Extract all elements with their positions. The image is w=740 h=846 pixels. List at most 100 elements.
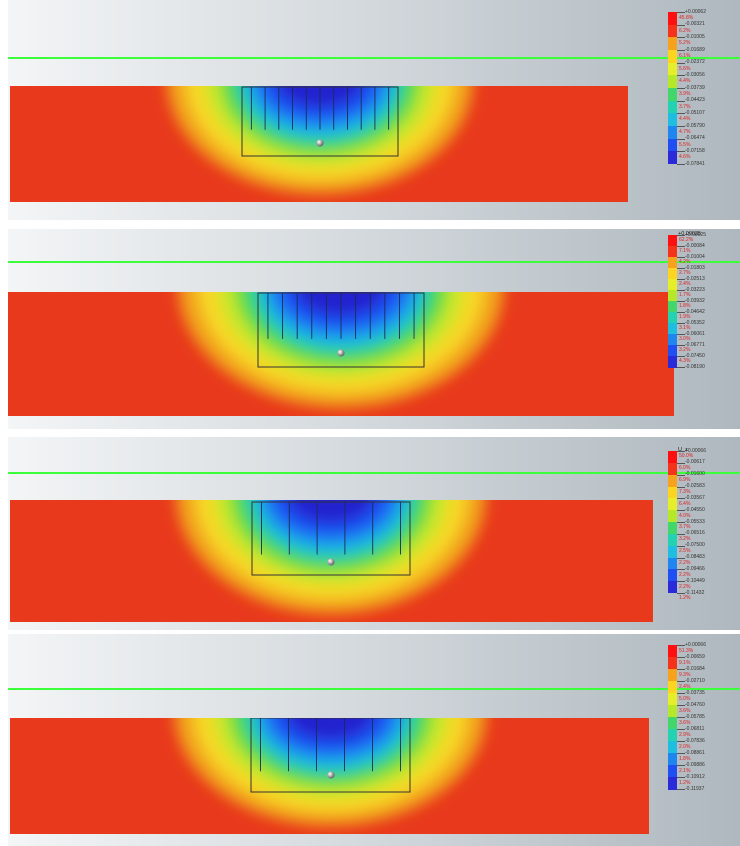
legend-tick bbox=[677, 290, 685, 291]
legend-value: +0.00025 bbox=[685, 231, 706, 238]
legend-percent: 6.2% bbox=[679, 27, 691, 34]
legend-swatch bbox=[668, 645, 677, 658]
legend-tick bbox=[677, 510, 685, 512]
contour-panel-1: +0.00062 -0.00321 -0.01005 -0.01689 -0.02372… bbox=[0, 0, 740, 220]
legend-percent: 1.9% bbox=[679, 314, 691, 320]
legend-swatch bbox=[668, 705, 677, 718]
legend-tick bbox=[677, 323, 685, 324]
displacement-contour-field bbox=[10, 500, 653, 622]
legend-percent: 2.2% bbox=[679, 583, 691, 590]
legend-value: -0.02583 bbox=[685, 483, 705, 489]
legend-value: -0.09886 bbox=[685, 761, 705, 768]
legend-value: -0.05785 bbox=[685, 713, 705, 720]
legend-value: -0.04550 bbox=[685, 506, 705, 513]
legend-percent: 50.0% bbox=[679, 453, 694, 460]
displacement-contour-field bbox=[8, 292, 674, 416]
legend-tick bbox=[677, 279, 685, 280]
legend-value: -0.07841 bbox=[685, 160, 705, 167]
legend-percent: 62.2% bbox=[679, 237, 694, 243]
legend-tick bbox=[677, 741, 685, 742]
contour-band-9 bbox=[287, 718, 374, 740]
legend-swatch bbox=[668, 290, 677, 302]
legend-swatch bbox=[668, 729, 677, 742]
legend-tick bbox=[677, 753, 685, 754]
legend-swatch bbox=[668, 334, 677, 346]
legend-swatch bbox=[668, 581, 677, 594]
legend-tick bbox=[677, 462, 685, 464]
legend-value: -0.09466 bbox=[685, 565, 705, 572]
legend-percent: 7.3% bbox=[679, 488, 691, 495]
legend-value: -0.02372 bbox=[685, 59, 705, 66]
legend-swatch bbox=[668, 138, 677, 152]
legend-percent: 4.6% bbox=[679, 154, 691, 161]
legend-tick bbox=[677, 693, 685, 694]
legend-value: -0.07836 bbox=[685, 737, 705, 744]
legend-percent: 45.8% bbox=[679, 14, 694, 21]
legend-swatch bbox=[668, 693, 677, 706]
legend-percent: 1.8% bbox=[679, 303, 691, 309]
legend-percent: 9.3% bbox=[679, 671, 691, 678]
legend-value: -0.06771 bbox=[685, 341, 705, 348]
legend-percent: 4.7% bbox=[679, 128, 691, 135]
legend-swatch bbox=[668, 37, 677, 51]
legend-percent: 4.0% bbox=[679, 512, 691, 519]
legend-percent: 2.1% bbox=[679, 767, 691, 774]
legend-swatch bbox=[668, 522, 677, 535]
legend-swatch bbox=[668, 533, 677, 547]
legend-swatch bbox=[668, 235, 677, 247]
legend-value: -0.06811 bbox=[685, 725, 705, 732]
legend-tick bbox=[677, 100, 685, 102]
legend-swatch bbox=[668, 777, 677, 790]
legend-percent: 2.5% bbox=[679, 548, 691, 555]
legend-swatch bbox=[668, 545, 677, 558]
legend-swatch bbox=[668, 474, 677, 487]
legend-tick bbox=[677, 12, 685, 13]
legend-percent: 6.4% bbox=[679, 500, 691, 507]
legend-tick bbox=[677, 257, 685, 258]
legend-percent: 4.3% bbox=[679, 358, 691, 364]
legend-tick bbox=[677, 334, 685, 335]
legend-tick bbox=[677, 569, 685, 571]
legend-percent: 6.0% bbox=[679, 465, 691, 472]
legend-value: -0.05107 bbox=[685, 109, 705, 116]
legend-value: -0.00617 bbox=[685, 459, 705, 466]
legend-swatch bbox=[668, 345, 677, 357]
color-legend: U_z +0.00066 -0.00617 -0.01600 -0.02583 -0.03… bbox=[668, 447, 740, 605]
legend-value: -0.03223 bbox=[685, 286, 705, 293]
displacement-contour-field bbox=[10, 718, 649, 834]
legend-tick bbox=[677, 24, 685, 26]
legend-tick bbox=[677, 268, 685, 269]
legend-tick bbox=[677, 681, 685, 682]
legend-value: -0.02710 bbox=[685, 677, 705, 684]
legend-tick bbox=[677, 37, 685, 39]
legend-tick bbox=[677, 765, 685, 766]
legend-swatch bbox=[668, 462, 677, 476]
legend-header: +0.00025 bbox=[678, 231, 702, 237]
legend-swatch bbox=[668, 486, 677, 499]
legend-percent: 3.6% bbox=[679, 719, 691, 726]
legend-value: -0.05790 bbox=[685, 122, 705, 129]
legend-swatch bbox=[668, 451, 677, 464]
legend-tick bbox=[677, 486, 685, 488]
legend-tick bbox=[677, 246, 685, 247]
legend-value: -0.01803 bbox=[685, 264, 705, 271]
legend-swatch bbox=[668, 301, 677, 313]
legend-percent: 4.4% bbox=[679, 78, 691, 85]
legend-color-bar bbox=[668, 645, 677, 790]
legend-percent: 4.2% bbox=[679, 259, 691, 265]
legend-percent: 1.7% bbox=[679, 292, 691, 298]
legend-tick bbox=[677, 88, 685, 89]
legend-swatch bbox=[668, 100, 677, 114]
legend-swatch bbox=[668, 257, 677, 269]
legend-percent: 5.2% bbox=[679, 40, 691, 47]
legend-tick bbox=[677, 717, 685, 718]
monitoring-point bbox=[327, 771, 335, 779]
legend-value: -0.05352 bbox=[685, 319, 705, 326]
legend-percent: 5.6% bbox=[679, 65, 691, 72]
excavation-outline bbox=[251, 501, 411, 576]
legend-value: -0.06474 bbox=[685, 135, 705, 142]
legend-value: -0.00659 bbox=[685, 653, 705, 660]
legend-percent: 3.7% bbox=[679, 524, 691, 531]
legend-percent: 3.9% bbox=[679, 90, 691, 97]
legend-tick bbox=[677, 235, 685, 236]
